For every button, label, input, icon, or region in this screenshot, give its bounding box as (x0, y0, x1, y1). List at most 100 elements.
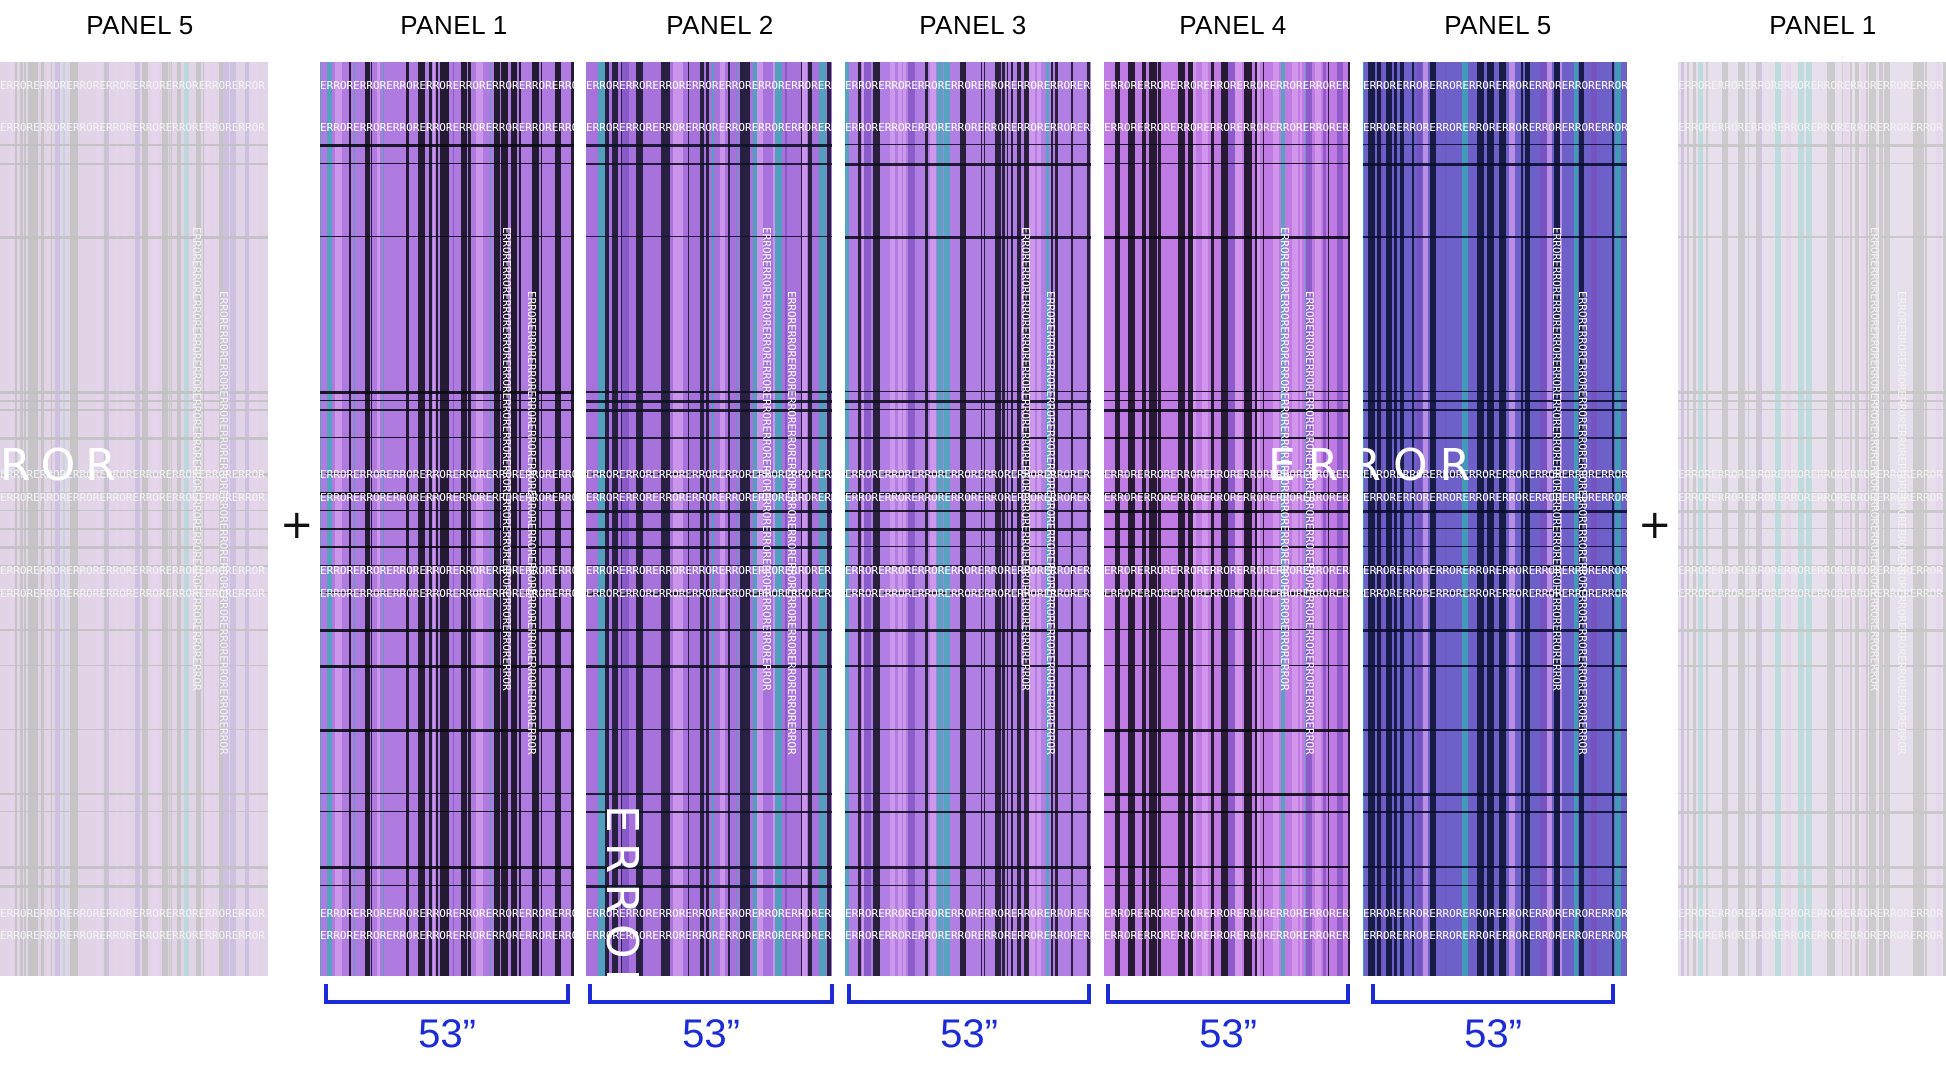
big-error-vertical: ERROR (596, 805, 647, 1010)
big-error-center: ERROR (1268, 440, 1483, 491)
pattern-word-column: ERRORERRORERRORERRORERRORERRORERRORERROR… (1576, 291, 1589, 755)
pattern-word-row: ERRORERRORERRORERRORERRORERRORERRORERROR (845, 121, 1091, 134)
pattern-word-row: ERRORERRORERRORERRORERRORERRORERRORERROR (1678, 564, 1943, 577)
stripe-pattern: ERRORERRORERRORERRORERRORERRORERRORERROR… (1678, 62, 1946, 976)
plus-sign: + (280, 502, 314, 548)
pattern-word-row: ERRORERRORERRORERRORERRORERRORERRORERROR (320, 468, 574, 481)
pattern-word-row: ERRORERRORERRORERRORERRORERRORERRORERROR (586, 587, 832, 600)
pattern-word-row: ERRORERRORERRORERRORERRORERRORERRORERROR (1104, 79, 1350, 92)
pattern-word-column: ERRORERRORERRORERRORERRORERRORERRORERROR… (190, 227, 203, 691)
pattern-word-row: ERRORERRORERRORERRORERRORERRORERRORERROR (320, 564, 574, 577)
pattern-word-row: ERRORERRORERRORERRORERRORERRORERRORERROR (1363, 907, 1627, 920)
pattern-word-row: ERRORERRORERRORERRORERRORERRORERRORERROR (1678, 907, 1943, 920)
pattern-word-row: ERRORERRORERRORERRORERRORERRORERRORERROR (1363, 491, 1627, 504)
stripe-pattern: ERRORERRORERRORERRORERRORERRORERRORERROR… (845, 62, 1091, 976)
pattern-word-row: ERRORERRORERRORERRORERRORERRORERRORERROR (586, 564, 832, 577)
measure-label: 53” (1464, 1012, 1522, 1056)
pattern-word-row: ERRORERRORERRORERRORERRORERRORERRORERROR (320, 121, 574, 134)
pattern-word-row: ERRORERRORERRORERRORERRORERRORERRORERROR (320, 79, 574, 92)
pattern-word-row: ERRORERRORERRORERRORERRORERRORERRORERROR (586, 79, 832, 92)
stripe-pattern: ERRORERRORERRORERRORERRORERRORERRORERROR… (0, 62, 268, 976)
wallpaper-panel: ERRORERRORERRORERRORERRORERRORERRORERROR… (1104, 62, 1350, 976)
pattern-word-row: ERRORERRORERRORERRORERRORERRORERRORERROR (320, 491, 574, 504)
pattern-word-row: ERRORERRORERRORERRORERRORERRORERRORERROR (320, 929, 574, 942)
panel-label: PANEL 5 (86, 10, 194, 40)
measure-bracket (1371, 984, 1615, 1004)
pattern-word-row: ERRORERRORERRORERRORERRORERRORERRORERROR (586, 468, 832, 481)
pattern-word-column: ERRORERRORERRORERRORERRORERRORERRORERROR… (217, 291, 230, 755)
pattern-word-row: ERRORERRORERRORERRORERRORERRORERRORERROR (1104, 929, 1350, 942)
pattern-word-row: ERRORERRORERRORERRORERRORERRORERRORERROR (586, 929, 832, 942)
measure-label: 53” (940, 1012, 998, 1056)
pattern-word-column: ERRORERRORERRORERRORERRORERRORERRORERROR… (1303, 291, 1316, 755)
stripe-pattern: ERRORERRORERRORERRORERRORERRORERRORERROR… (320, 62, 574, 976)
pattern-word-row: ERRORERRORERRORERRORERRORERRORERRORERROR (1363, 587, 1627, 600)
pattern-word-column: ERRORERRORERRORERRORERRORERRORERRORERROR… (525, 291, 538, 755)
pattern-word-row: ERRORERRORERRORERRORERRORERRORERRORERROR (1104, 121, 1350, 134)
pattern-word-row: ERRORERRORERRORERRORERRORERRORERRORERROR (1363, 121, 1627, 134)
pattern-word-row: ERRORERRORERRORERRORERRORERRORERRORERROR (320, 907, 574, 920)
pattern-word-row: ERRORERRORERRORERRORERRORERRORERRORERROR (1363, 564, 1627, 577)
wallpaper-panel: ERRORERRORERRORERRORERRORERRORERRORERROR… (1363, 62, 1627, 976)
pattern-word-row: ERRORERRORERRORERRORERRORERRORERRORERROR (845, 907, 1091, 920)
panel-label: PANEL 1 (400, 10, 508, 40)
panel-label: PANEL 1 (1769, 10, 1877, 40)
measure-label: 53” (418, 1012, 476, 1056)
pattern-word-row: ERRORERRORERRORERRORERRORERRORERRORERROR (0, 587, 265, 600)
stripe-pattern: ERRORERRORERRORERRORERRORERRORERRORERROR… (1104, 62, 1350, 976)
pattern-word-row: ERRORERRORERRORERRORERRORERRORERRORERROR (1678, 79, 1943, 92)
pattern-word-column: ERRORERRORERRORERRORERRORERRORERRORERROR… (1868, 227, 1881, 691)
measure-bracket (324, 984, 570, 1004)
pattern-word-row: ERRORERRORERRORERRORERRORERRORERRORERROR (1678, 468, 1943, 481)
pattern-word-row: ERRORERRORERRORERRORERRORERRORERRORERROR (0, 468, 265, 481)
pattern-word-row: ERRORERRORERRORERRORERRORERRORERRORERROR (845, 929, 1091, 942)
wallpaper-panel: ERRORERRORERRORERRORERRORERRORERRORERROR… (586, 62, 832, 976)
pattern-word-column: ERRORERRORERRORERRORERRORERRORERRORERROR… (760, 227, 773, 691)
pattern-word-row: ERRORERRORERRORERRORERRORERRORERRORERROR (0, 79, 265, 92)
pattern-word-row: ERRORERRORERRORERRORERRORERRORERRORERROR (845, 491, 1091, 504)
pattern-word-row: ERRORERRORERRORERRORERRORERRORERRORERROR (1104, 491, 1350, 504)
stripe-pattern: ERRORERRORERRORERRORERRORERRORERRORERROR… (1363, 62, 1627, 976)
wallpaper-panel: ERRORERRORERRORERRORERRORERRORERRORERROR… (320, 62, 574, 976)
pattern-word-row: ERRORERRORERRORERRORERRORERRORERRORERROR (1678, 587, 1943, 600)
panel-label: PANEL 5 (1444, 10, 1552, 40)
pattern-word-row: ERRORERRORERRORERRORERRORERRORERRORERROR (845, 79, 1091, 92)
wallpaper-panel: ERRORERRORERRORERRORERRORERRORERRORERROR… (1678, 62, 1946, 976)
pattern-word-row: ERRORERRORERRORERRORERRORERRORERRORERROR (0, 929, 265, 942)
pattern-word-row: ERRORERRORERRORERRORERRORERRORERRORERROR (1678, 491, 1943, 504)
pattern-word-row: ERRORERRORERRORERRORERRORERRORERRORERROR (0, 121, 265, 134)
wallpaper-panel: ERRORERRORERRORERRORERRORERRORERRORERROR… (845, 62, 1091, 976)
pattern-word-row: ERRORERRORERRORERRORERRORERRORERRORERROR (845, 468, 1091, 481)
pattern-word-column: ERRORERRORERRORERRORERRORERRORERRORERROR… (1550, 227, 1563, 691)
pattern-word-row: ERRORERRORERRORERRORERRORERRORERRORERROR (845, 564, 1091, 577)
pattern-word-row: ERRORERRORERRORERRORERRORERRORERRORERROR (1678, 121, 1943, 134)
pattern-word-row: ERRORERRORERRORERRORERRORERRORERRORERROR (320, 587, 574, 600)
pattern-word-row: ERRORERRORERRORERRORERRORERRORERRORERROR (1104, 587, 1350, 600)
pattern-word-column: ERRORERRORERRORERRORERRORERRORERRORERROR… (1044, 291, 1057, 755)
pattern-word-row: ERRORERRORERRORERRORERRORERRORERRORERROR (0, 564, 265, 577)
stripe-pattern: ERRORERRORERRORERRORERRORERRORERRORERROR… (586, 62, 832, 976)
pattern-word-row: ERRORERRORERRORERRORERRORERRORERRORERROR (0, 491, 265, 504)
measure-bracket (588, 984, 834, 1004)
panel-label: PANEL 3 (919, 10, 1027, 40)
pattern-word-row: ERRORERRORERRORERRORERRORERRORERRORERROR (586, 907, 832, 920)
measure-bracket (847, 984, 1091, 1004)
big-error-left: ROR (0, 440, 126, 491)
panel-label: PANEL 4 (1179, 10, 1287, 40)
wallpaper-panel: ERRORERRORERRORERRORERRORERRORERRORERROR… (0, 62, 268, 976)
pattern-word-column: ERRORERRORERRORERRORERRORERRORERRORERROR… (1895, 291, 1908, 755)
pattern-word-column: ERRORERRORERRORERRORERRORERRORERRORERROR… (500, 227, 513, 691)
pattern-word-row: ERRORERRORERRORERRORERRORERRORERRORERROR (1104, 468, 1350, 481)
pattern-word-row: ERRORERRORERRORERRORERRORERRORERRORERROR (1104, 564, 1350, 577)
pattern-word-row: ERRORERRORERRORERRORERRORERRORERRORERROR (1104, 907, 1350, 920)
pattern-word-column: ERRORERRORERRORERRORERRORERRORERRORERROR… (1278, 227, 1291, 691)
pattern-word-row: ERRORERRORERRORERRORERRORERRORERRORERROR (586, 121, 832, 134)
pattern-word-row: ERRORERRORERRORERRORERRORERRORERRORERROR (1363, 468, 1627, 481)
pattern-word-column: ERRORERRORERRORERRORERRORERRORERRORERROR… (1019, 227, 1032, 691)
pattern-word-row: ERRORERRORERRORERRORERRORERRORERRORERROR (1363, 79, 1627, 92)
panel-label: PANEL 2 (666, 10, 774, 40)
pattern-word-column: ERRORERRORERRORERRORERRORERRORERRORERROR… (785, 291, 798, 755)
measure-bracket (1106, 984, 1350, 1004)
pattern-word-row: ERRORERRORERRORERRORERRORERRORERRORERROR (586, 491, 832, 504)
measure-label: 53” (1199, 1012, 1257, 1056)
